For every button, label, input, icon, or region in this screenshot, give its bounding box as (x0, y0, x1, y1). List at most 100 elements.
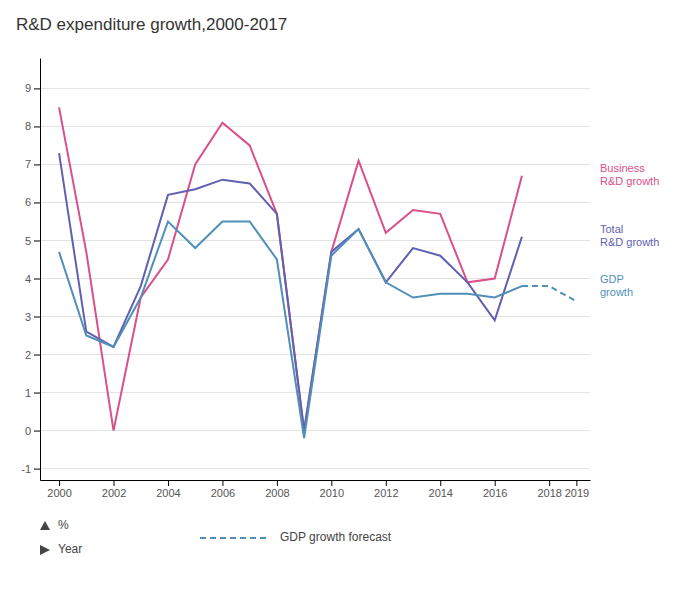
legend: % Year GDP growth forecast (40, 518, 392, 556)
x-tick: 2004 (156, 480, 180, 499)
lines (59, 107, 576, 438)
y-axis-label: % (58, 518, 69, 532)
y-tick: 4 (25, 273, 40, 285)
grid-line (40, 468, 590, 469)
y-tick-label: 7 (25, 158, 31, 170)
x-tick: 2014 (429, 480, 453, 499)
legend-label: GDP growth forecast (280, 530, 392, 544)
y-tick-label: 4 (25, 273, 31, 285)
grid-line (40, 126, 590, 127)
series-line (59, 153, 522, 431)
x-tick-mark (168, 480, 169, 486)
grid-line (40, 164, 590, 165)
y-tick-mark (34, 431, 40, 432)
grid-line (40, 88, 590, 89)
x-tick-mark (386, 480, 387, 486)
x-tick-label: 2018 (537, 487, 561, 499)
y-tick: 0 (25, 425, 40, 437)
y-tick-mark (34, 355, 40, 356)
y-tick-label: 0 (25, 425, 31, 437)
y-tick: 2 (25, 349, 40, 361)
y-axis: -1 0 1 2 3 4 5 6 7 8 9 (21, 59, 40, 481)
y-tick-mark (34, 393, 40, 394)
y-tick: 7 (25, 158, 40, 170)
y-tick-label: 3 (25, 311, 31, 323)
y-tick-label: -1 (21, 463, 31, 475)
y-tick-label: 5 (25, 235, 31, 247)
plot: 2000200220042006200820102012201420162018… (21, 59, 659, 499)
series-label-line: R&D growth (600, 236, 659, 248)
title: R&D expenditure growth,2000-2017 (16, 15, 287, 34)
series-label: TotalR&D growth (600, 223, 659, 248)
y-tick: 6 (25, 196, 40, 208)
y-tick: 3 (25, 311, 40, 323)
x-axis-line (41, 480, 591, 481)
x-tick-label: 2006 (211, 487, 235, 499)
x-axis-label: Year (58, 542, 82, 556)
series-label-line: growth (600, 286, 633, 298)
y-tick-mark (34, 317, 40, 318)
x-tick: 2019 (565, 480, 589, 499)
series-label-line: Total (600, 223, 623, 235)
grid-line (40, 392, 590, 393)
y-tick-mark (34, 469, 40, 470)
x-tick-mark (331, 480, 332, 486)
y-tick-mark (34, 202, 40, 203)
x-tick-label: 2004 (156, 487, 180, 499)
legend-swatch (200, 537, 270, 539)
series-line (59, 107, 522, 430)
x-tick-label: 2010 (320, 487, 344, 499)
x-tick-mark (222, 480, 223, 486)
x-tick-label: 2012 (374, 487, 398, 499)
x-tick-label: 2016 (483, 487, 507, 499)
y-tick-mark (34, 164, 40, 165)
x-tick-mark (114, 480, 115, 486)
forecast-line (522, 286, 576, 301)
grid-line (40, 430, 590, 431)
x-tick-mark (549, 480, 550, 486)
x-tick-mark (576, 480, 577, 486)
y-tick-label: 9 (25, 82, 31, 94)
x-tick: 2018 (537, 480, 561, 499)
series-label-line: R&D growth (600, 175, 659, 187)
x-tick-mark (495, 480, 496, 486)
y-tick-label: 1 (25, 387, 31, 399)
y-tick-mark (34, 279, 40, 280)
x-tick: 2006 (211, 480, 235, 499)
y-tick: 5 (25, 235, 40, 247)
y-tick: 1 (25, 387, 40, 399)
y-tick-mark (34, 88, 40, 89)
y-axis-line (40, 59, 41, 481)
x-tick: 2010 (320, 480, 344, 499)
y-tick: 9 (25, 82, 40, 94)
grid-line (40, 202, 590, 203)
x-tick: 2012 (374, 480, 398, 499)
x-tick: 2000 (47, 480, 71, 499)
series-label-line: GDP (600, 273, 624, 285)
y-tick-label: 6 (25, 196, 31, 208)
series-labels: BusinessR&D growthTotalR&D growthGDPgrow… (600, 162, 659, 297)
series-line (59, 221, 522, 438)
y-tick-mark (34, 240, 40, 241)
grid (40, 88, 590, 468)
series-label: GDPgrowth (600, 273, 633, 298)
x-label-marker (40, 545, 50, 555)
series-label: BusinessR&D growth (600, 162, 659, 187)
x-tick-label: 2002 (102, 487, 126, 499)
y-tick: -1 (21, 463, 40, 475)
chart: R&D expenditure growth,2000-2017 2000 2002… (0, 0, 685, 598)
x-tick: 2016 (483, 480, 507, 499)
x-tick-label: 2014 (429, 487, 453, 499)
grid-line (40, 316, 590, 317)
x-tick-label: 2000 (47, 487, 71, 499)
x-tick-label: 2019 (565, 487, 589, 499)
x-axis: 2000 2002 2004 2006 2008 2010 2012 2014 2016 2018… (41, 480, 591, 499)
y-tick-mark (34, 126, 40, 127)
x-tick-mark (59, 480, 60, 486)
x-tick-mark (277, 480, 278, 486)
grid-line (40, 240, 590, 241)
x-tick-label: 2008 (265, 487, 289, 499)
y-label-marker (40, 521, 50, 530)
y-tick-label: 8 (25, 120, 31, 132)
y-tick: 8 (25, 120, 40, 132)
